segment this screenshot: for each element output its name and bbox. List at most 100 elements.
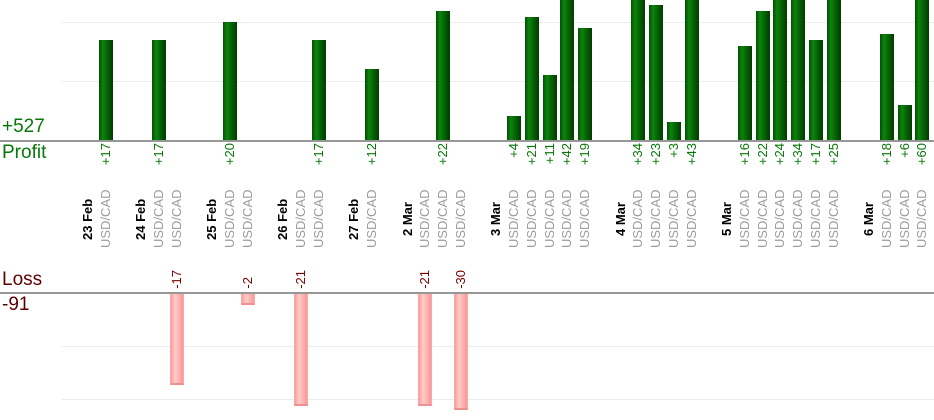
profit-value-label: +22 [754, 143, 770, 166]
profit-value-label: +24 [772, 143, 788, 166]
symbol-label: USD/CAD [807, 189, 823, 249]
symbol-label: USD/CAD [648, 189, 663, 249]
gridline [62, 399, 934, 400]
profit-value-label: +17 [97, 143, 113, 166]
symbol-label: USD/CAD [736, 189, 752, 249]
loss-value-label: -30 [452, 270, 468, 289]
loss-bar[interactable] [418, 294, 433, 406]
profit-axis-line [0, 140, 934, 142]
profit-bar[interactable] [773, 0, 788, 140]
profit-bar[interactable] [826, 0, 841, 140]
loss-bar[interactable] [240, 294, 255, 305]
loss-axis-line [0, 292, 934, 294]
profit-bar[interactable] [311, 40, 326, 140]
symbol-label: USD/CAD [151, 189, 166, 249]
profit-bar[interactable] [365, 69, 379, 140]
profit-bar[interactable] [524, 16, 539, 140]
date-label: 5 Mar [719, 202, 734, 236]
gridline [62, 81, 934, 82]
profit-bar[interactable] [897, 104, 912, 140]
loss-axis-label: Loss [2, 269, 43, 290]
symbol-label: USD/CAD [665, 189, 681, 249]
date-label: 26 Feb [275, 198, 291, 240]
profit-bar[interactable] [152, 40, 166, 140]
symbol-label: USD/CAD [168, 189, 184, 249]
profit-bar[interactable] [808, 40, 823, 140]
symbol-label: USD/CAD [878, 189, 894, 249]
symbol-label: USD/CAD [896, 189, 912, 249]
profit-value-label: +34 [630, 143, 646, 166]
profit-value-label: +17 [807, 143, 823, 166]
profit-value-label: +18 [878, 143, 894, 166]
symbol-label: USD/CAD [506, 189, 521, 249]
symbol-label: USD/CAD [293, 189, 308, 249]
profit-bar[interactable] [755, 10, 770, 140]
profit-bar[interactable] [507, 116, 521, 140]
symbol-label: USD/CAD [310, 189, 326, 249]
date-label: 6 Mar [861, 202, 876, 236]
profit-bar[interactable] [436, 10, 450, 140]
profit-bar[interactable] [666, 122, 681, 140]
date-label: 2 Mar [399, 202, 415, 236]
symbol-label: USD/CAD [790, 189, 805, 249]
loss-bar[interactable] [169, 294, 184, 385]
symbol-label: USD/CAD [630, 189, 646, 249]
profit-bar[interactable] [737, 45, 752, 140]
symbol-label: USD/CAD [417, 189, 433, 249]
profit-value-label: +6 [896, 143, 912, 158]
profit-bar[interactable] [649, 4, 663, 140]
symbol-label: USD/CAD [452, 189, 468, 249]
profit-value-label: +17 [151, 143, 166, 166]
gridline [62, 346, 934, 347]
profit-value-label: +11 [541, 143, 557, 165]
profit-bar[interactable] [223, 22, 237, 140]
profit-bar[interactable] [791, 0, 805, 140]
gridline [62, 22, 934, 23]
symbol-label: USD/CAD [435, 189, 450, 249]
loss-value-label: -21 [293, 270, 308, 289]
loss-value-label: -2 [239, 277, 255, 289]
date-label: 25 Feb [204, 198, 220, 240]
profit-value-label: +42 [559, 143, 575, 166]
date-label: 23 Feb [80, 198, 95, 240]
loss-total: -91 [2, 294, 30, 315]
profit-bar[interactable] [631, 0, 646, 140]
profit-value-label: +22 [435, 143, 450, 166]
profit-bar[interactable] [542, 75, 557, 140]
profit-value-label: +60 [914, 143, 930, 166]
profit-value-label: +25 [825, 143, 841, 166]
profit-value-label: +16 [736, 143, 752, 166]
symbol-label: USD/CAD [577, 189, 592, 249]
profit-axis-label: Profit [2, 142, 47, 163]
loss-bar[interactable] [453, 294, 468, 410]
profit-bar[interactable] [578, 28, 592, 140]
profit-bar[interactable] [915, 0, 930, 140]
symbol-label: USD/CAD [914, 189, 930, 249]
date-label: 27 Feb [346, 198, 362, 240]
symbol-label: USD/CAD [754, 189, 770, 249]
profit-chart-area [0, 0, 934, 140]
profit-value-label: +3 [665, 143, 681, 158]
profit-bar[interactable] [684, 0, 699, 140]
symbol-label: USD/CAD [222, 189, 237, 249]
symbol-label: USD/CAD [683, 189, 699, 249]
profit-value-label: +17 [310, 143, 326, 166]
symbol-label: USD/CAD [523, 189, 539, 249]
profit-bar[interactable] [560, 0, 575, 140]
profit-bar[interactable] [98, 40, 113, 140]
symbol-label: USD/CAD [364, 189, 379, 249]
loss-value-label: -17 [168, 270, 184, 289]
symbol-label: USD/CAD [559, 189, 575, 249]
loss-chart-area [0, 294, 934, 410]
profit-value-label: +21 [523, 143, 539, 166]
profit-bar[interactable] [879, 34, 894, 140]
symbol-label: USD/CAD [772, 189, 788, 249]
profit-value-label: +43 [683, 143, 699, 166]
date-label: 4 Mar [612, 202, 628, 236]
loss-bar[interactable] [294, 294, 308, 406]
loss-value-label: -21 [417, 270, 433, 289]
profit-value-label: +12 [364, 143, 379, 166]
profit-value-label: +20 [222, 143, 237, 166]
profit-value-label: +19 [577, 143, 592, 166]
profit-value-label: +23 [648, 143, 663, 166]
